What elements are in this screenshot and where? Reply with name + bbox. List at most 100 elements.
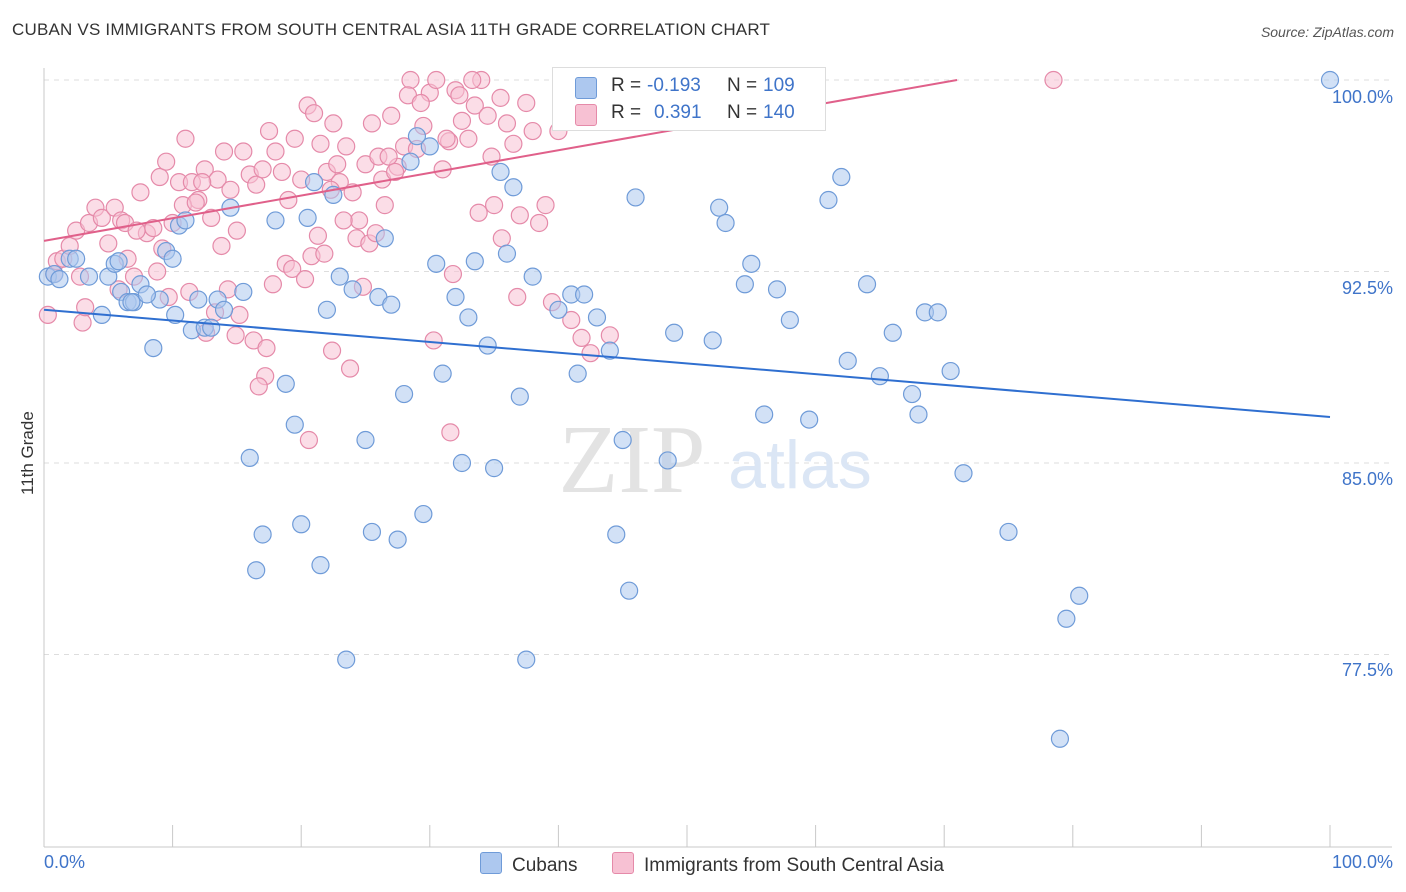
immigrants-point xyxy=(530,213,549,233)
cubans-point xyxy=(234,282,253,302)
immigrants-point xyxy=(572,328,591,347)
cubans-point xyxy=(928,303,947,322)
immigrants-point xyxy=(131,183,150,202)
immigrants-point xyxy=(76,298,95,317)
cubans-point xyxy=(414,504,433,524)
cubans-point xyxy=(214,300,234,319)
immigrants-point xyxy=(437,129,456,148)
immigrants-point xyxy=(150,167,169,187)
cubans-point xyxy=(600,341,619,360)
immigrants-point xyxy=(304,104,324,123)
immigrants-point xyxy=(463,70,482,90)
cubans-point xyxy=(485,459,504,478)
immigrants-point xyxy=(427,70,446,90)
watermark-atlas: atlas xyxy=(728,427,872,503)
cubans-point xyxy=(1050,729,1070,748)
immigrants-point xyxy=(478,106,497,125)
immigrants-point xyxy=(504,134,523,153)
immigrants-point xyxy=(311,134,330,153)
immigrants-point xyxy=(485,196,504,215)
immigrants-point xyxy=(443,264,463,284)
cubans-point xyxy=(549,300,568,319)
cubans-point xyxy=(311,556,330,575)
cubans-point xyxy=(304,173,324,192)
immigrants-point xyxy=(401,70,420,90)
cubans-point xyxy=(800,410,819,429)
immigrants-point xyxy=(508,287,527,307)
immigrants-point xyxy=(337,137,356,156)
cubans-point xyxy=(253,525,272,544)
watermark-zip: ZIP xyxy=(559,406,706,514)
cubans-point xyxy=(330,267,349,286)
cubans-point xyxy=(767,280,787,299)
immigrants-point xyxy=(375,196,394,215)
cubans-point xyxy=(189,290,208,309)
cubans-point xyxy=(459,308,478,327)
immigrants-point xyxy=(299,430,319,450)
immigrants-point xyxy=(148,262,167,281)
cubans-point xyxy=(298,208,317,227)
immigrants-point xyxy=(362,114,382,133)
cubans-point xyxy=(50,270,69,289)
cubans-point xyxy=(735,275,754,294)
cubans-point xyxy=(1070,586,1089,605)
cubans-point xyxy=(703,331,722,350)
cubans-point xyxy=(819,190,838,210)
immigrants-point xyxy=(349,211,369,230)
legend-r-value: -0.193 xyxy=(647,75,701,96)
cubans-point xyxy=(857,275,877,294)
y-tick-label: 77.5% xyxy=(1341,660,1393,680)
immigrants-point xyxy=(465,96,484,115)
immigrants-point xyxy=(249,377,268,396)
cubans-point xyxy=(523,267,542,286)
legend-r-label: R = xyxy=(611,75,642,96)
y-tick-label: 85.0% xyxy=(1341,469,1393,489)
cubans-point xyxy=(144,339,163,358)
cubans-point xyxy=(109,252,128,271)
cubans-point xyxy=(407,127,427,146)
cubans-point xyxy=(742,254,761,273)
immigrants-point xyxy=(272,162,292,182)
bottom-legend-label-immigrants: Immigrants from South Central Asia xyxy=(644,855,944,876)
immigrants-point xyxy=(295,270,315,289)
cubans-point xyxy=(276,374,295,393)
cubans-point xyxy=(780,310,799,330)
legend-n-value: 109 xyxy=(763,75,795,96)
immigrants-point xyxy=(322,341,342,360)
y-tick-label: 92.5% xyxy=(1341,278,1393,298)
immigrants-point xyxy=(263,275,283,294)
legend-n-value: 140 xyxy=(763,102,795,123)
cubans-point xyxy=(883,323,902,342)
immigrants-point xyxy=(385,162,405,182)
immigrants-point xyxy=(247,175,266,194)
immigrants-point xyxy=(600,326,619,345)
immigrants-point xyxy=(382,106,401,125)
immigrants-point xyxy=(1044,70,1063,90)
cubans-point xyxy=(166,305,185,325)
immigrants-point xyxy=(157,152,176,171)
cubans-point xyxy=(433,364,452,383)
immigrants-point xyxy=(230,305,249,325)
immigrants-point xyxy=(285,129,304,148)
cubans-point xyxy=(517,650,536,669)
cubans-point xyxy=(362,522,382,542)
legend-row-cubans: R = -0.193 N = 109 xyxy=(553,74,825,100)
immigrants-point xyxy=(581,344,600,363)
cubans-point xyxy=(607,525,626,544)
legend-row-immigrants: R = 0.391 N = 140 xyxy=(553,101,825,127)
legend-n-label: N = xyxy=(727,102,758,123)
cubans-point xyxy=(452,453,472,473)
cubans-point xyxy=(356,430,375,450)
cubans-point xyxy=(832,167,851,187)
cubans-point xyxy=(67,249,86,268)
legend-swatch-cubans xyxy=(575,77,597,99)
bottom-legend-label-cubans: Cubans xyxy=(512,855,578,876)
cubans-point xyxy=(491,162,510,182)
cubans-point xyxy=(337,650,356,669)
immigrants-point xyxy=(234,142,253,161)
cubans-point xyxy=(838,351,857,370)
cubans-point xyxy=(401,152,420,171)
cubans-point xyxy=(202,318,221,337)
immigrants-point xyxy=(523,121,542,141)
cubans-point xyxy=(716,213,735,233)
